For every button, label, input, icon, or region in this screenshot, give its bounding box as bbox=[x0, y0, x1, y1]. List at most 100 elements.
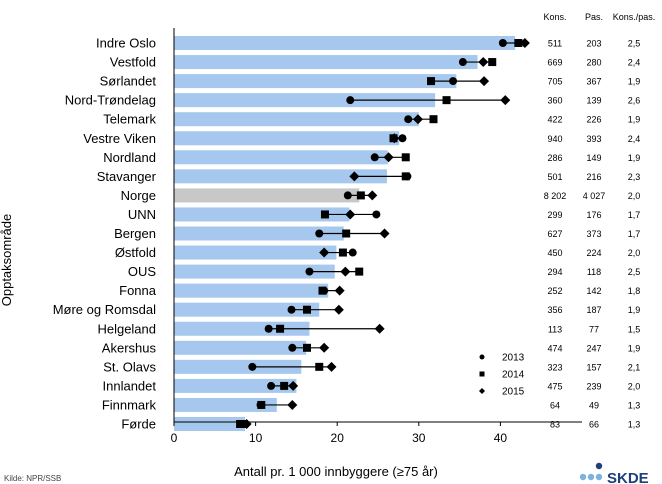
category-label: Vestre Viken bbox=[83, 131, 156, 146]
marker-2013 bbox=[449, 77, 458, 86]
table-cell: 367 bbox=[586, 77, 601, 87]
legend-label: 2013 bbox=[502, 353, 525, 364]
marker-2013 bbox=[267, 381, 276, 390]
category-label: Bergen bbox=[114, 226, 156, 241]
legend-label: 2015 bbox=[502, 387, 525, 398]
bar bbox=[174, 302, 320, 317]
category-label: Møre og Romsdal bbox=[53, 302, 156, 317]
logo-dot bbox=[595, 473, 603, 481]
table-cell: 2,4 bbox=[628, 58, 641, 68]
table-cell: 356 bbox=[547, 305, 562, 315]
bar bbox=[174, 359, 302, 374]
bar bbox=[174, 283, 329, 298]
marker-2014 bbox=[338, 248, 347, 257]
category-label: Østfold bbox=[115, 245, 156, 260]
marker-2014 bbox=[488, 58, 497, 67]
category-label: Akershus bbox=[102, 340, 157, 355]
marker-2013 bbox=[404, 115, 413, 124]
marker-2015 bbox=[412, 114, 423, 125]
category-label: Stavanger bbox=[97, 169, 157, 184]
marker-2015 bbox=[500, 95, 511, 106]
table-cell: 1,9 bbox=[628, 153, 641, 163]
table-cell: 627 bbox=[547, 229, 562, 239]
legend-entry: 2014 bbox=[479, 370, 525, 381]
x-tick-label: 20 bbox=[331, 431, 345, 445]
table-header: Kons./pas. bbox=[613, 12, 656, 22]
marker-2015 bbox=[288, 380, 299, 391]
table-cell: 940 bbox=[547, 134, 562, 144]
table-cell: 66 bbox=[589, 420, 599, 430]
marker-2015 bbox=[379, 228, 390, 239]
table-cell: 139 bbox=[586, 96, 601, 106]
bar bbox=[174, 74, 457, 89]
category-label: Indre Oslo bbox=[96, 36, 156, 51]
marker-2014 bbox=[303, 343, 312, 352]
marker-2014 bbox=[355, 267, 364, 276]
logo-text: SKDE bbox=[607, 470, 649, 484]
legend-entry: 2013 bbox=[479, 353, 525, 364]
table-cell: 360 bbox=[547, 96, 562, 106]
bar bbox=[174, 245, 337, 260]
table-cell: 511 bbox=[548, 39, 562, 49]
marker-2013 bbox=[287, 305, 296, 314]
bar bbox=[174, 321, 310, 336]
category-label: Telemark bbox=[103, 112, 156, 127]
marker-2015 bbox=[349, 171, 360, 182]
source-note: Kilde: NPR/SSB bbox=[4, 474, 61, 483]
marker-2013 bbox=[264, 324, 273, 333]
marker-2013 bbox=[498, 39, 507, 47]
marker-2015 bbox=[367, 190, 378, 201]
category-label: St. Olavs bbox=[103, 359, 156, 374]
table-cell: 2,1 bbox=[628, 362, 641, 372]
category-label: Nordland bbox=[103, 150, 156, 165]
table-cell: 1,9 bbox=[628, 115, 641, 125]
marker-2015 bbox=[340, 266, 351, 277]
table-cell: 149 bbox=[586, 153, 601, 163]
x-tick-label: 10 bbox=[249, 431, 263, 445]
bar bbox=[174, 207, 350, 222]
table-cell: 203 bbox=[586, 39, 601, 49]
bar bbox=[174, 417, 245, 431]
table-cell: 323 bbox=[547, 362, 562, 372]
marker-2015 bbox=[389, 133, 400, 144]
legend: 2013 2014 2015 bbox=[479, 353, 525, 398]
table-header: Pas. bbox=[585, 12, 603, 22]
table-cell: 1,5 bbox=[628, 324, 641, 334]
table-cell: 4 027 bbox=[583, 191, 606, 201]
table-cell: 226 bbox=[586, 115, 601, 125]
table-cell: 2,0 bbox=[628, 381, 641, 391]
table-cell: 176 bbox=[586, 210, 601, 220]
marker-2014 bbox=[276, 324, 285, 333]
marker-2013 bbox=[248, 362, 257, 371]
y-axis-label: Opptaksområde bbox=[0, 214, 14, 307]
category-labels: Indre Oslo Vestfold Sørlandet Nord-Trøndela… bbox=[53, 36, 157, 432]
marker-2015 bbox=[519, 38, 530, 48]
logo-dot bbox=[595, 462, 603, 470]
category-label: Norge bbox=[121, 188, 156, 203]
table-cell: 239 bbox=[586, 381, 601, 391]
marker-2014 bbox=[342, 229, 351, 238]
category-label: Sørlandet bbox=[100, 74, 157, 89]
x-tick-label: 40 bbox=[494, 431, 508, 445]
table-cell: 247 bbox=[586, 343, 601, 353]
bar bbox=[174, 93, 436, 108]
marker-2014 bbox=[318, 286, 327, 295]
table-cell: 1,3 bbox=[628, 400, 641, 410]
table-cell: 1,8 bbox=[628, 286, 641, 296]
table-cell: 474 bbox=[547, 343, 562, 353]
bar bbox=[174, 36, 516, 50]
table-cell: 286 bbox=[547, 153, 562, 163]
table-cell: 2,6 bbox=[628, 96, 641, 106]
marker-2015 bbox=[287, 399, 298, 410]
skde-logo: SKDE bbox=[579, 462, 649, 484]
legend-marker-diamond bbox=[479, 388, 485, 394]
table-cell: 280 bbox=[586, 58, 601, 68]
table-cell: 187 bbox=[586, 305, 601, 315]
table-cell: 118 bbox=[587, 267, 601, 277]
marker-2014 bbox=[257, 400, 266, 409]
marker-2014 bbox=[315, 362, 324, 371]
marker-2013 bbox=[305, 267, 314, 276]
bar bbox=[174, 340, 307, 355]
legend-marker-circle bbox=[479, 354, 485, 360]
